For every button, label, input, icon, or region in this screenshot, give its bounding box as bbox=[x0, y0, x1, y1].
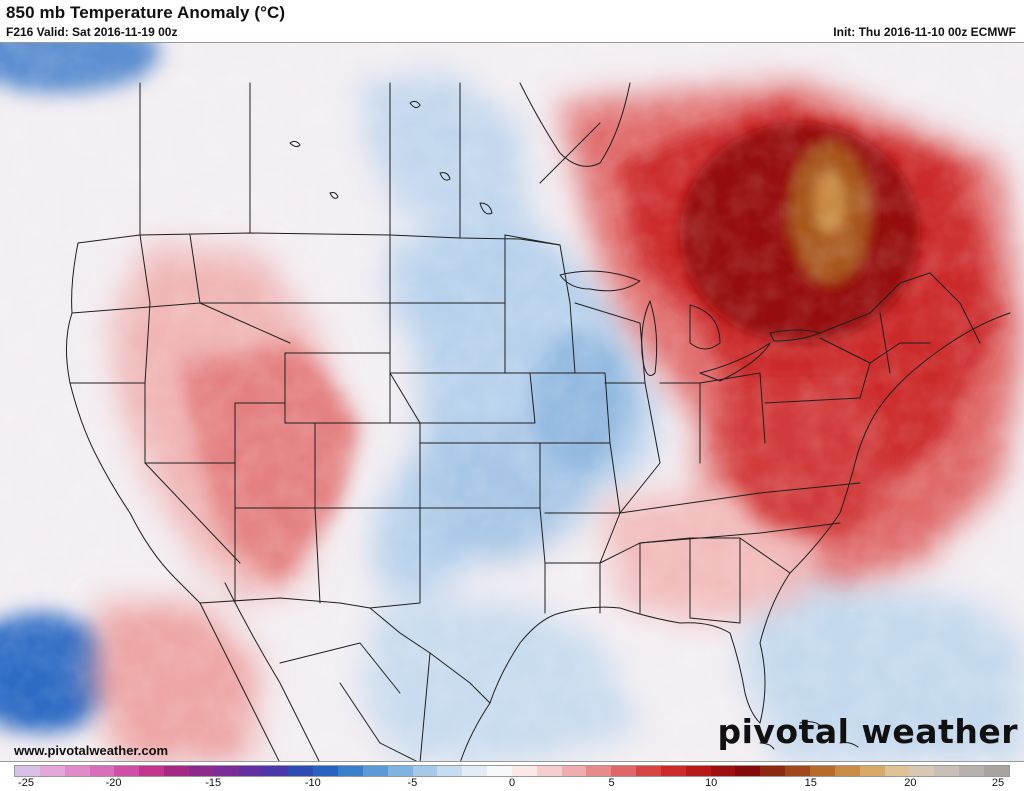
colorbar-tick-label: 15 bbox=[804, 777, 817, 789]
website-label: www.pivotalweather.com bbox=[14, 743, 169, 758]
colorbar-swatch bbox=[611, 766, 637, 776]
mexico-gulf-of-california bbox=[224, 582, 320, 761]
lake-michigan bbox=[641, 300, 658, 376]
colorbar-swatch bbox=[64, 766, 90, 776]
field-texture bbox=[0, 43, 1024, 761]
map-panel[interactable] bbox=[0, 42, 1024, 762]
colorbar-swatch bbox=[238, 766, 264, 776]
colorbar-swatch bbox=[561, 766, 587, 776]
colorbar-swatch bbox=[511, 766, 537, 776]
colorbar-swatch bbox=[39, 766, 65, 776]
colorbar-swatch bbox=[959, 766, 984, 776]
hudson-bay-coast bbox=[519, 82, 631, 167]
colorbar-swatch bbox=[263, 766, 289, 776]
colorbar-swatch bbox=[139, 766, 165, 776]
brand-logo: pivotal weather bbox=[717, 712, 1018, 751]
gulf-coast bbox=[489, 606, 761, 724]
state-line-new-england bbox=[869, 312, 931, 374]
state-line-wi-il bbox=[574, 302, 646, 384]
state-line-sd-ne bbox=[389, 302, 506, 374]
colorbar-swatch bbox=[288, 766, 314, 776]
state-line-az-nm bbox=[234, 507, 421, 604]
caribbean-islands bbox=[759, 721, 859, 750]
mexico-state-lines bbox=[279, 642, 431, 761]
colorbar-swatch bbox=[487, 766, 512, 776]
canada-lakes bbox=[289, 100, 493, 215]
colorbar-swatch bbox=[213, 766, 239, 776]
colorbar bbox=[14, 765, 1010, 777]
colorbar-swatch bbox=[313, 766, 338, 776]
colorbar-ticks: -25 -20 -15 -10 -5 0 5 10 15 20 25 bbox=[14, 777, 1010, 791]
colorbar-swatch bbox=[387, 766, 413, 776]
canada-province-lines bbox=[139, 82, 601, 239]
state-line-nd-sd bbox=[389, 234, 506, 304]
state-line-id-west bbox=[139, 234, 151, 384]
state-line-pa-ny bbox=[764, 337, 871, 404]
colorbar-swatch bbox=[114, 766, 140, 776]
colorbar-swatch bbox=[362, 766, 388, 776]
colorbar-swatch bbox=[89, 766, 115, 776]
lake-superior bbox=[559, 270, 641, 292]
colorbar-swatch bbox=[164, 766, 189, 776]
state-line-ne-ks bbox=[389, 372, 536, 424]
colorbar-swatch bbox=[884, 766, 910, 776]
colorbar-tick-label: 25 bbox=[991, 777, 1005, 789]
colorbar-swatch bbox=[462, 766, 488, 776]
map-header: 850 mb Temperature Anomaly (°C) F216 Val… bbox=[0, 0, 1024, 42]
baja-coast bbox=[199, 602, 280, 761]
colorbar-swatch bbox=[437, 766, 463, 776]
colorbar-tick-label: 10 bbox=[705, 777, 718, 789]
colorbar-tick-label: -25 bbox=[18, 777, 34, 789]
colorbar-legend: -25 -20 -15 -10 -5 0 5 10 15 20 25 bbox=[0, 762, 1024, 791]
colorbar-swatch bbox=[934, 766, 960, 776]
state-line-ga-sc bbox=[689, 537, 791, 624]
colorbar-swatch bbox=[536, 766, 562, 776]
colorbar-tick-label: -10 bbox=[304, 777, 321, 789]
colorbar-swatch bbox=[337, 766, 363, 776]
init-time: Init: Thu 2016-11-10 00z ECMWF bbox=[833, 25, 1016, 39]
lake-huron bbox=[689, 304, 721, 350]
colorbar-swatch bbox=[412, 766, 438, 776]
colorbar-tick-label: 5 bbox=[608, 777, 615, 789]
atlantic-coast bbox=[759, 312, 1011, 724]
map-outlines bbox=[65, 82, 1011, 761]
lake-erie bbox=[699, 342, 771, 382]
colorbar-swatch bbox=[834, 766, 860, 776]
colorbar-tick-label: -20 bbox=[105, 777, 122, 789]
colorbar-tick-label: 20 bbox=[904, 777, 917, 789]
colorbar-swatch bbox=[760, 766, 786, 776]
colorbar-swatch bbox=[735, 766, 761, 776]
colorbar-swatch bbox=[909, 766, 935, 776]
canada-border-east bbox=[819, 272, 981, 344]
state-line-in-oh bbox=[659, 372, 766, 464]
state-line-nc-va bbox=[759, 482, 861, 534]
colorbar-swatch bbox=[636, 766, 661, 776]
colorbar-swatch bbox=[586, 766, 612, 776]
anomaly-map[interactable] bbox=[0, 43, 1024, 762]
colorbar-swatch bbox=[983, 766, 1009, 776]
mexico-gulf-coast bbox=[460, 702, 491, 761]
colorbar-swatch bbox=[859, 766, 885, 776]
colorbar-swatch bbox=[710, 766, 736, 776]
state-line-ok-tx bbox=[419, 507, 546, 564]
colorbar-swatch bbox=[15, 766, 40, 776]
colorbar-swatch bbox=[188, 766, 214, 776]
colorbar-swatch bbox=[660, 766, 686, 776]
state-line-nm-tx bbox=[369, 507, 421, 609]
us-mexico-border bbox=[199, 597, 491, 704]
colorbar-tick-label: 0 bbox=[508, 777, 516, 789]
valid-time: F216 Valid: Sat 2016-11-19 00z bbox=[6, 25, 178, 39]
colorbar-swatch bbox=[685, 766, 711, 776]
colorbar-tick-label: -15 bbox=[205, 777, 222, 789]
state-line-il-in bbox=[619, 382, 661, 514]
state-line-wa-or bbox=[71, 302, 201, 314]
map-title: 850 mb Temperature Anomaly (°C) bbox=[6, 3, 286, 22]
colorbar-tick-label: -5 bbox=[407, 777, 418, 789]
colorbar-swatch bbox=[810, 766, 835, 776]
colorbar-swatch bbox=[785, 766, 810, 776]
